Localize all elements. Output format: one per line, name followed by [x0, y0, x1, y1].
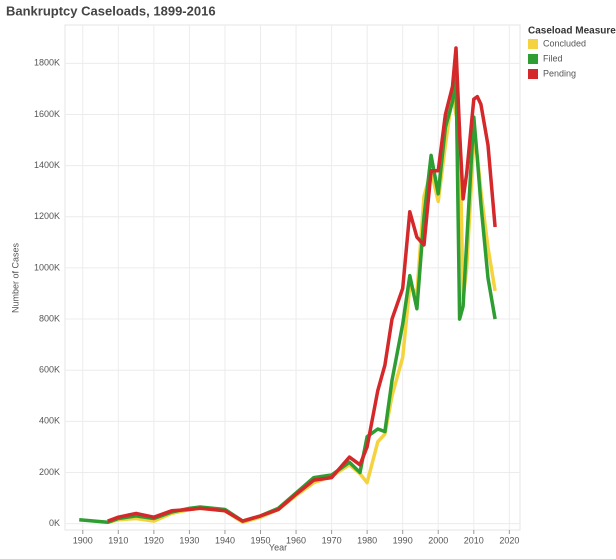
y-tick-label: 200K: [39, 467, 60, 477]
y-tick-label: 800K: [39, 313, 60, 323]
x-tick-label: 1920: [144, 535, 164, 545]
series-line: [107, 92, 497, 525]
legend-swatch: [528, 39, 538, 49]
x-tick-label: 1900: [73, 535, 93, 545]
legend-label: Filed: [543, 53, 563, 63]
y-tick-label: 0K: [49, 518, 60, 528]
y-tick-label: 1800K: [34, 58, 60, 68]
x-tick-label: 1980: [357, 535, 377, 545]
x-tick-label: 1910: [108, 535, 128, 545]
y-tick-label: 400K: [39, 416, 60, 426]
series-line: [79, 66, 497, 525]
y-axis-label: Number of Cases: [10, 242, 20, 313]
legend-swatch: [528, 54, 538, 64]
y-tick-label: 600K: [39, 365, 60, 375]
legend-label: Concluded: [543, 38, 586, 48]
x-tick-label: 2020: [499, 535, 519, 545]
y-tick-label: 1400K: [34, 160, 60, 170]
legend-swatch: [528, 69, 538, 79]
y-tick-label: 1200K: [34, 211, 60, 221]
x-tick-label: 2000: [428, 535, 448, 545]
y-tick-label: 1600K: [34, 109, 60, 119]
plot-area: [64, 24, 521, 531]
series-line: [107, 46, 497, 523]
x-tick-label: 1930: [179, 535, 199, 545]
x-tick-label: 1950: [250, 535, 270, 545]
x-tick-label: 1970: [322, 535, 342, 545]
x-tick-label: 2010: [464, 535, 484, 545]
x-tick-label: 1940: [215, 535, 235, 545]
x-axis-label: Year: [269, 542, 287, 552]
legend-label: Pending: [543, 68, 576, 78]
y-tick-label: 1000K: [34, 262, 60, 272]
chart-title: Bankruptcy Caseloads, 1899-2016: [6, 3, 216, 18]
x-tick-label: 1960: [286, 535, 306, 545]
legend-title: Caseload Measures: [528, 26, 616, 37]
x-tick-label: 1990: [393, 535, 413, 545]
